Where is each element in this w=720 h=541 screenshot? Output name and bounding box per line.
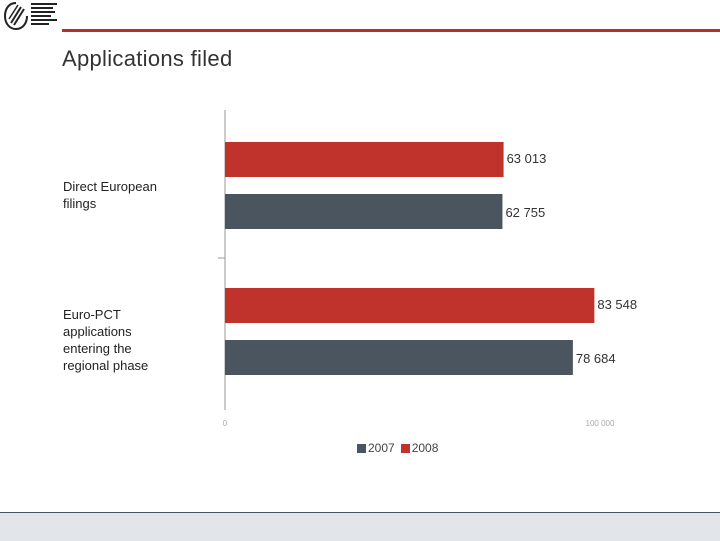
bar-2008-cat1 — [225, 288, 595, 323]
legend-item-2008: 2008 — [400, 441, 439, 455]
legend-label-2007: 2007 — [368, 441, 395, 455]
chart-legend: 2007 2008 — [357, 441, 444, 455]
data-label-2007-cat1: 78 684 — [576, 351, 616, 366]
bar-2007-cat0 — [225, 194, 503, 229]
bar-2008-cat0 — [225, 142, 504, 177]
tick-label-max: 100 000 — [586, 419, 615, 428]
tick-label-min: 0 — [223, 419, 228, 428]
data-label-2008-cat1: 83 548 — [597, 297, 637, 312]
header-rule — [62, 29, 720, 32]
category-label-direct-european: Direct European filings — [63, 179, 157, 211]
logo-text-lines — [31, 3, 61, 31]
category-label-euro-pct: Euro-PCT applications entering the regio… — [63, 307, 149, 373]
legend-item-2007: 2007 — [357, 441, 395, 455]
legend-swatch-2007 — [357, 443, 366, 453]
bar-2007-cat1 — [225, 340, 573, 375]
footer-bar — [0, 512, 720, 541]
legend-label-2008: 2008 — [411, 441, 439, 455]
page-title: Applications filed — [62, 46, 233, 71]
epo-logo — [0, 0, 62, 32]
legend-swatch-2008 — [400, 443, 410, 453]
logo-mark-icon — [3, 2, 28, 31]
data-label-2007-cat0: 62 755 — [505, 205, 545, 220]
data-label-2008-cat0: 63 013 — [507, 151, 547, 166]
